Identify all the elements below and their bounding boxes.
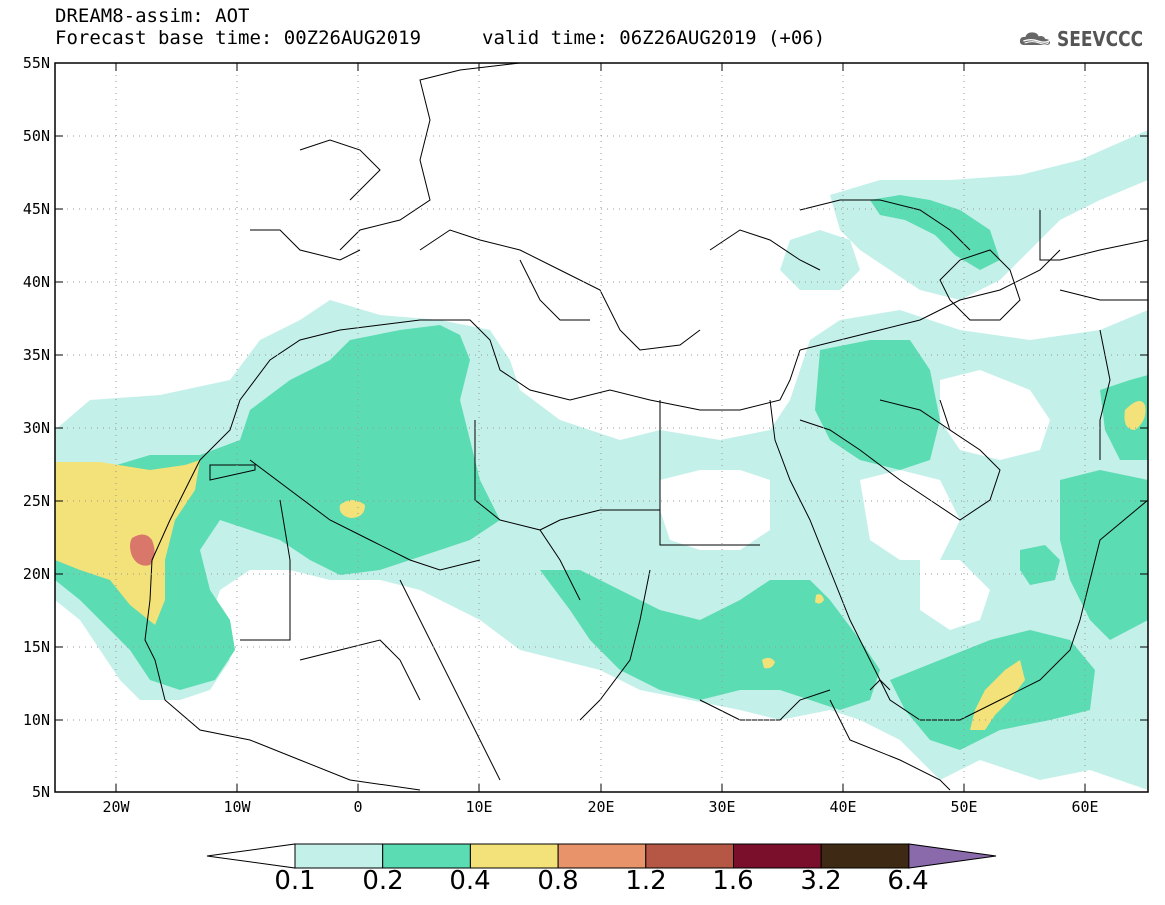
- colorbar-swatch: [469, 843, 559, 869]
- lon-label: 60E: [1071, 798, 1098, 816]
- grid-lines: [55, 63, 1148, 792]
- colorbar-swatch: [820, 843, 910, 869]
- lat-label: 20N: [23, 565, 50, 583]
- colorbar-label: 3.2: [800, 866, 842, 896]
- lat-label: 25N: [23, 492, 50, 510]
- logo-text: SEEVCCC: [1056, 27, 1143, 51]
- colorbar-label: 1.2: [625, 866, 667, 896]
- colorbar-swatch: [557, 843, 647, 869]
- lon-label: 20W: [102, 798, 130, 816]
- lon-label: 40E: [829, 798, 856, 816]
- colorbar-labels: 0.1 0.2 0.4 0.8 1.2 1.6 3.2 6.4: [0, 866, 1165, 896]
- colorbar-label: 0.4: [449, 866, 491, 896]
- lon-label: 20E: [587, 798, 614, 816]
- valid-time: valid time: 06Z26AUG2019 (+06): [482, 27, 826, 49]
- forecast-base-time: Forecast base time: 00Z26AUG2019: [55, 27, 422, 49]
- aot-field: [55, 130, 1148, 790]
- colorbar-label: 6.4: [887, 866, 929, 896]
- lon-label: 10W: [223, 798, 251, 816]
- lon-label: 50E: [950, 798, 977, 816]
- lat-label: 55N: [23, 54, 50, 72]
- colorbar-swatch: [733, 843, 822, 869]
- lon-label: 10E: [465, 798, 492, 816]
- latitude-labels: 55N 50N 45N 40N 35N 30N 25N 20N 15N 10N …: [23, 54, 50, 801]
- lat-label: 40N: [23, 273, 50, 291]
- lat-label: 10N: [23, 711, 50, 729]
- colorbar-swatch: [382, 843, 471, 869]
- colorbar-label: 0.2: [362, 866, 404, 896]
- lat-label: 45N: [23, 200, 50, 218]
- seevccc-logo: SEEVCCC: [1018, 24, 1158, 54]
- colorbar-label: 0.8: [537, 866, 579, 896]
- axis-ticks: [55, 62, 1148, 793]
- lat-label: 5N: [32, 783, 50, 801]
- colorbar-arrow-high: [908, 843, 997, 869]
- lat-label: 30N: [23, 419, 50, 437]
- lat-label: 35N: [23, 346, 50, 364]
- colorbar-label: 0.1: [274, 866, 316, 896]
- colorbar-label: 1.6: [712, 866, 754, 896]
- aot-level-0.8: [130, 534, 155, 566]
- cloud-icon: [1019, 32, 1051, 46]
- map-title: DREAM8-assim: AOT: [55, 5, 250, 27]
- colorbar-swatch: [294, 843, 384, 869]
- lat-label: 15N: [23, 638, 50, 656]
- longitude-labels: 20W 10W 0 10E 20E 30E 40E 50E 60E: [102, 798, 1098, 816]
- aot-clear-areas: [230, 370, 1050, 690]
- lat-label: 50N: [23, 127, 50, 145]
- colorbar-arrow-low: [206, 843, 296, 869]
- lon-label: 30E: [708, 798, 735, 816]
- colorbar-swatch: [645, 843, 734, 869]
- colorbar: [206, 843, 997, 869]
- lon-label: 0: [353, 798, 362, 816]
